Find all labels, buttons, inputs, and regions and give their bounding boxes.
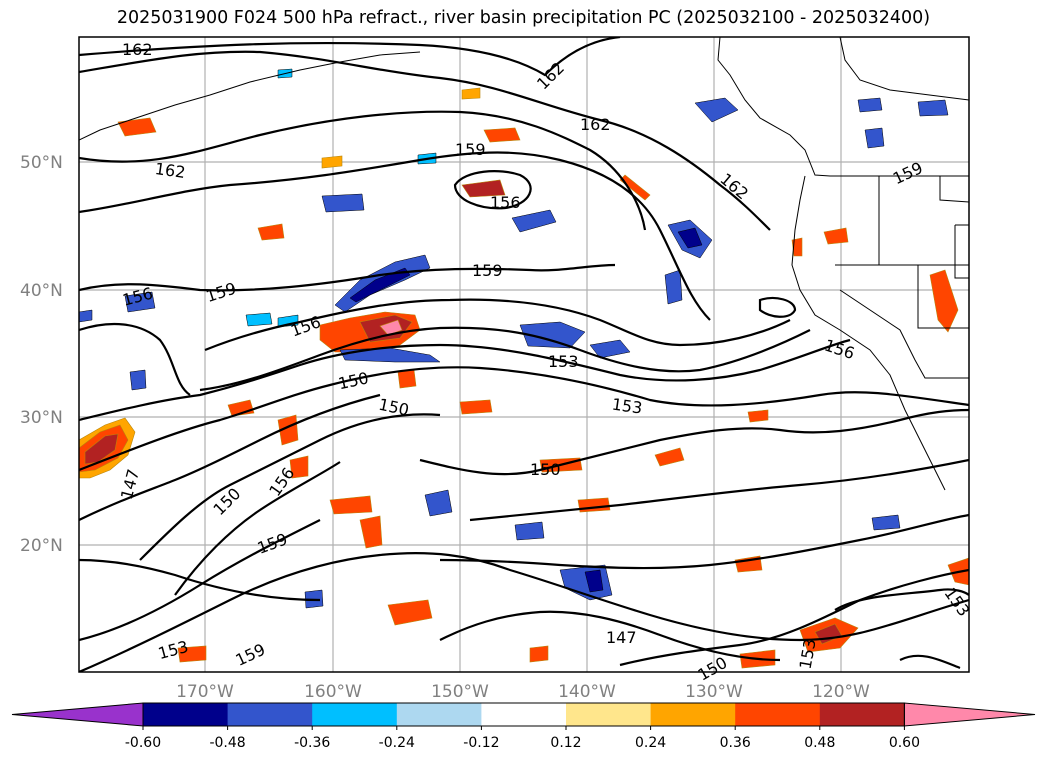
contour-label: 162 (122, 40, 153, 59)
lat-label: 20°N (20, 536, 63, 556)
contour-label: 153 (611, 395, 644, 418)
lon-label: 160°W (304, 682, 362, 702)
colorbar-tick-label: -0.36 (294, 735, 330, 751)
coastlines (79, 37, 969, 491)
lon-label: 150°W (431, 682, 489, 702)
colorbar-segment (312, 703, 398, 726)
precip-negative-features (79, 68, 949, 609)
colorbar-tick-label: 0.12 (550, 735, 581, 751)
colorbar-outline (142, 702, 905, 727)
contour-label: 159 (472, 261, 503, 280)
colorbar-segment (481, 703, 567, 726)
lat-label: 30°N (20, 408, 63, 428)
longitude-labels: 170°W 160°W 150°W 140°W 130°W 120°W (176, 682, 870, 702)
lon-label: 140°W (558, 682, 616, 702)
refractivity-contours (79, 37, 969, 672)
colorbar-segment (650, 703, 736, 726)
colorbar-tick-label: -0.12 (463, 735, 499, 751)
colorbar-tick-label: 0.48 (804, 735, 835, 751)
colorbar-tick-label: -0.24 (379, 735, 415, 751)
colorbar-extend-max (903, 702, 1036, 727)
contour-label: 147 (606, 628, 637, 647)
latitude-labels: 50°N 40°N 30°N 20°N (20, 153, 63, 556)
colorbar-segment (396, 703, 482, 726)
colorbar-tick-label: 0.60 (889, 735, 920, 751)
colorbar-segment (227, 703, 313, 726)
colorbar-extend-min (11, 702, 144, 727)
colorbar-segment (735, 703, 821, 726)
colorbar-tick-label: 0.24 (635, 735, 666, 751)
contour-label: 159 (455, 140, 486, 159)
contour-label: 150 (530, 460, 561, 479)
lat-label: 40°N (20, 281, 63, 301)
lat-label: 50°N (20, 153, 63, 173)
lon-label: 170°W (176, 682, 234, 702)
map-title: 2025031900 F024 500 hPa refract., river … (116, 8, 931, 28)
colorbar-tick-label: 0.36 (720, 735, 751, 751)
colorbar-segment (566, 703, 652, 726)
contour-label: 153 (548, 352, 579, 371)
colorbar-tick-label: -0.48 (209, 735, 245, 751)
contour-label: 156 (490, 193, 521, 212)
contour-label: 162 (580, 115, 611, 134)
colorbar-segment (819, 703, 905, 726)
map-frame (78, 36, 970, 673)
colorbar: -0.60 -0.48 -0.36 -0.24 -0.12 0.12 0.24 0.36 0.4… (11, 702, 1036, 751)
contour-label: 162 (154, 159, 187, 182)
colorbar-segment (143, 703, 229, 726)
lon-label: 130°W (685, 682, 743, 702)
lon-label: 120°W (812, 682, 870, 702)
colorbar-tick-label: -0.60 (125, 735, 161, 751)
